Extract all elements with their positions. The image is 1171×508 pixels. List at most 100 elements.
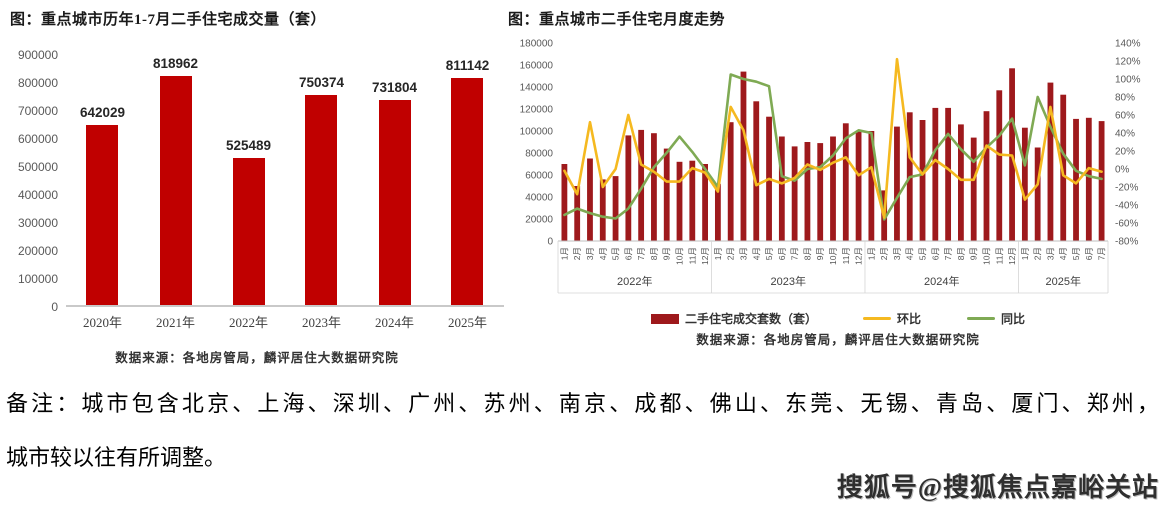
month-bar bbox=[894, 126, 900, 241]
month-tick-label: 11月 bbox=[841, 247, 851, 264]
month-bar bbox=[919, 120, 926, 241]
month-bar bbox=[1021, 127, 1028, 241]
annual-bar-chart-panel: 图：重点城市历年1-7月二手住宅成交量（套） 900000 800000 70000… bbox=[8, 4, 504, 366]
left-chart-plot: 642029 818962 525489 750374 731804 811142 bbox=[66, 55, 504, 307]
right-chart-legend: 二手住宅成交套数（套） 环比 同比 bbox=[508, 310, 1168, 327]
month-bar bbox=[791, 146, 798, 241]
bar bbox=[378, 100, 411, 305]
month-tick-label: 5月 bbox=[918, 247, 928, 260]
y-tick-label: 600000 bbox=[17, 132, 58, 146]
x-axis-label: 2024年 bbox=[374, 315, 414, 330]
y-tick-label: 200000 bbox=[17, 244, 58, 258]
month-bar bbox=[932, 107, 939, 242]
month-bar bbox=[868, 131, 875, 241]
left-y-tick: 20000 bbox=[525, 215, 553, 226]
month-tick-label: 7月 bbox=[636, 247, 646, 260]
month-bar bbox=[689, 160, 696, 241]
x-axis-label: 2020年 bbox=[82, 315, 122, 330]
month-tick-label: 4月 bbox=[905, 247, 915, 260]
month-bar bbox=[804, 142, 811, 241]
bar-value-label: 750374 bbox=[298, 74, 345, 90]
month-bar bbox=[1047, 82, 1054, 241]
month-tick-label: 2月 bbox=[572, 247, 582, 260]
month-tick-label: 3月 bbox=[1045, 247, 1055, 260]
right-y-tick: -40% bbox=[1115, 201, 1138, 212]
y-tick-label: 900000 bbox=[17, 48, 58, 62]
right-y-tick: 140% bbox=[1115, 39, 1141, 50]
month-bar bbox=[958, 124, 964, 241]
footnote-line-2: 城市较以往有所调整。 bbox=[6, 445, 227, 470]
x-axis-label: 2025年 bbox=[447, 315, 487, 330]
month-bar bbox=[1085, 117, 1092, 241]
month-tick-label: 3月 bbox=[738, 247, 748, 260]
bar-value-label: 642029 bbox=[79, 105, 126, 121]
year-label: 2025年 bbox=[1045, 274, 1080, 288]
month-bar bbox=[970, 137, 977, 241]
month-bar bbox=[663, 148, 670, 241]
month-tick-label: 9月 bbox=[815, 247, 825, 260]
charts-row: 图：重点城市历年1-7月二手住宅成交量（套） 900000 800000 70000… bbox=[8, 4, 1168, 366]
month-tick-label: 3月 bbox=[892, 247, 902, 260]
month-bar bbox=[1098, 121, 1105, 241]
month-bar bbox=[778, 136, 785, 241]
legend-label: 二手住宅成交套数（套） bbox=[684, 312, 817, 326]
bar bbox=[232, 157, 265, 305]
legend-label: 环比 bbox=[896, 312, 921, 326]
month-bar bbox=[753, 101, 760, 241]
year-label: 2023年 bbox=[770, 274, 805, 288]
month-bar bbox=[945, 107, 952, 242]
month-tick-label: 8月 bbox=[802, 247, 812, 260]
left-chart-x-axis: 2020年 2021年 2022年 2023年 2024年 2025年 bbox=[66, 312, 504, 331]
month-bar bbox=[855, 131, 862, 241]
right-y-tick: -80% bbox=[1115, 237, 1138, 248]
bar bbox=[305, 94, 338, 305]
month-tick-label: 3月 bbox=[585, 247, 595, 260]
month-bar bbox=[702, 164, 708, 241]
legend-item: 同比 bbox=[967, 310, 1025, 327]
month-bar bbox=[1034, 147, 1041, 241]
y-tick-label: 800000 bbox=[17, 76, 58, 90]
month-bar bbox=[817, 143, 824, 241]
left-y-tick: 160000 bbox=[520, 61, 554, 72]
right-y-tick: -20% bbox=[1115, 183, 1138, 194]
left-y-tick: 120000 bbox=[520, 105, 554, 116]
month-bar bbox=[587, 158, 593, 241]
legend-bar-swatch bbox=[650, 313, 679, 324]
monthly-combo-chart: 0 20000 40000 60000 80000 100000 120000 140000 1… bbox=[520, 39, 1141, 294]
month-bar bbox=[561, 164, 568, 241]
month-tick-label: 4月 bbox=[751, 247, 761, 260]
y-tick-label: 400000 bbox=[17, 188, 58, 202]
month-bar bbox=[740, 71, 747, 241]
right-chart-source: 数据来源：各地房管局，麟评居住大数据研究院 bbox=[696, 333, 980, 347]
month-tick-label: 7月 bbox=[1097, 247, 1107, 260]
bar-value-label: 525489 bbox=[225, 137, 272, 153]
month-tick-label: 5月 bbox=[1071, 247, 1081, 260]
month-bar bbox=[983, 111, 990, 241]
y-tick-label: 100000 bbox=[17, 272, 58, 286]
month-tick-label: 2月 bbox=[879, 247, 889, 260]
legend-label: 同比 bbox=[1001, 312, 1026, 326]
month-bar bbox=[676, 161, 683, 241]
month-tick-label: 12月 bbox=[1007, 247, 1017, 265]
month-bar bbox=[1073, 118, 1079, 241]
y-tick-label: 300000 bbox=[17, 216, 58, 230]
right-y-tick: 40% bbox=[1115, 129, 1135, 140]
month-bar bbox=[1060, 94, 1067, 241]
right-chart-title: 图：重点城市二手住宅月度走势 bbox=[508, 12, 726, 28]
month-tick-label: 8月 bbox=[956, 247, 966, 260]
month-bar bbox=[638, 129, 645, 241]
year-label: 2022年 bbox=[617, 274, 652, 288]
x-axis-label: 2021年 bbox=[155, 315, 195, 330]
month-bar bbox=[830, 136, 836, 241]
month-tick-label: 10月 bbox=[675, 247, 685, 265]
month-tick-label: 10月 bbox=[981, 247, 991, 265]
left-y-tick: 60000 bbox=[525, 171, 553, 182]
month-bar bbox=[574, 186, 581, 241]
month-tick-label: 1月 bbox=[1020, 247, 1030, 260]
month-tick-label: 11月 bbox=[994, 247, 1004, 264]
legend-line-swatch bbox=[967, 316, 995, 321]
month-tick-label: 9月 bbox=[662, 247, 672, 260]
bar-value-label: 731804 bbox=[371, 80, 418, 96]
x-axis-label: 2022年 bbox=[228, 315, 268, 330]
